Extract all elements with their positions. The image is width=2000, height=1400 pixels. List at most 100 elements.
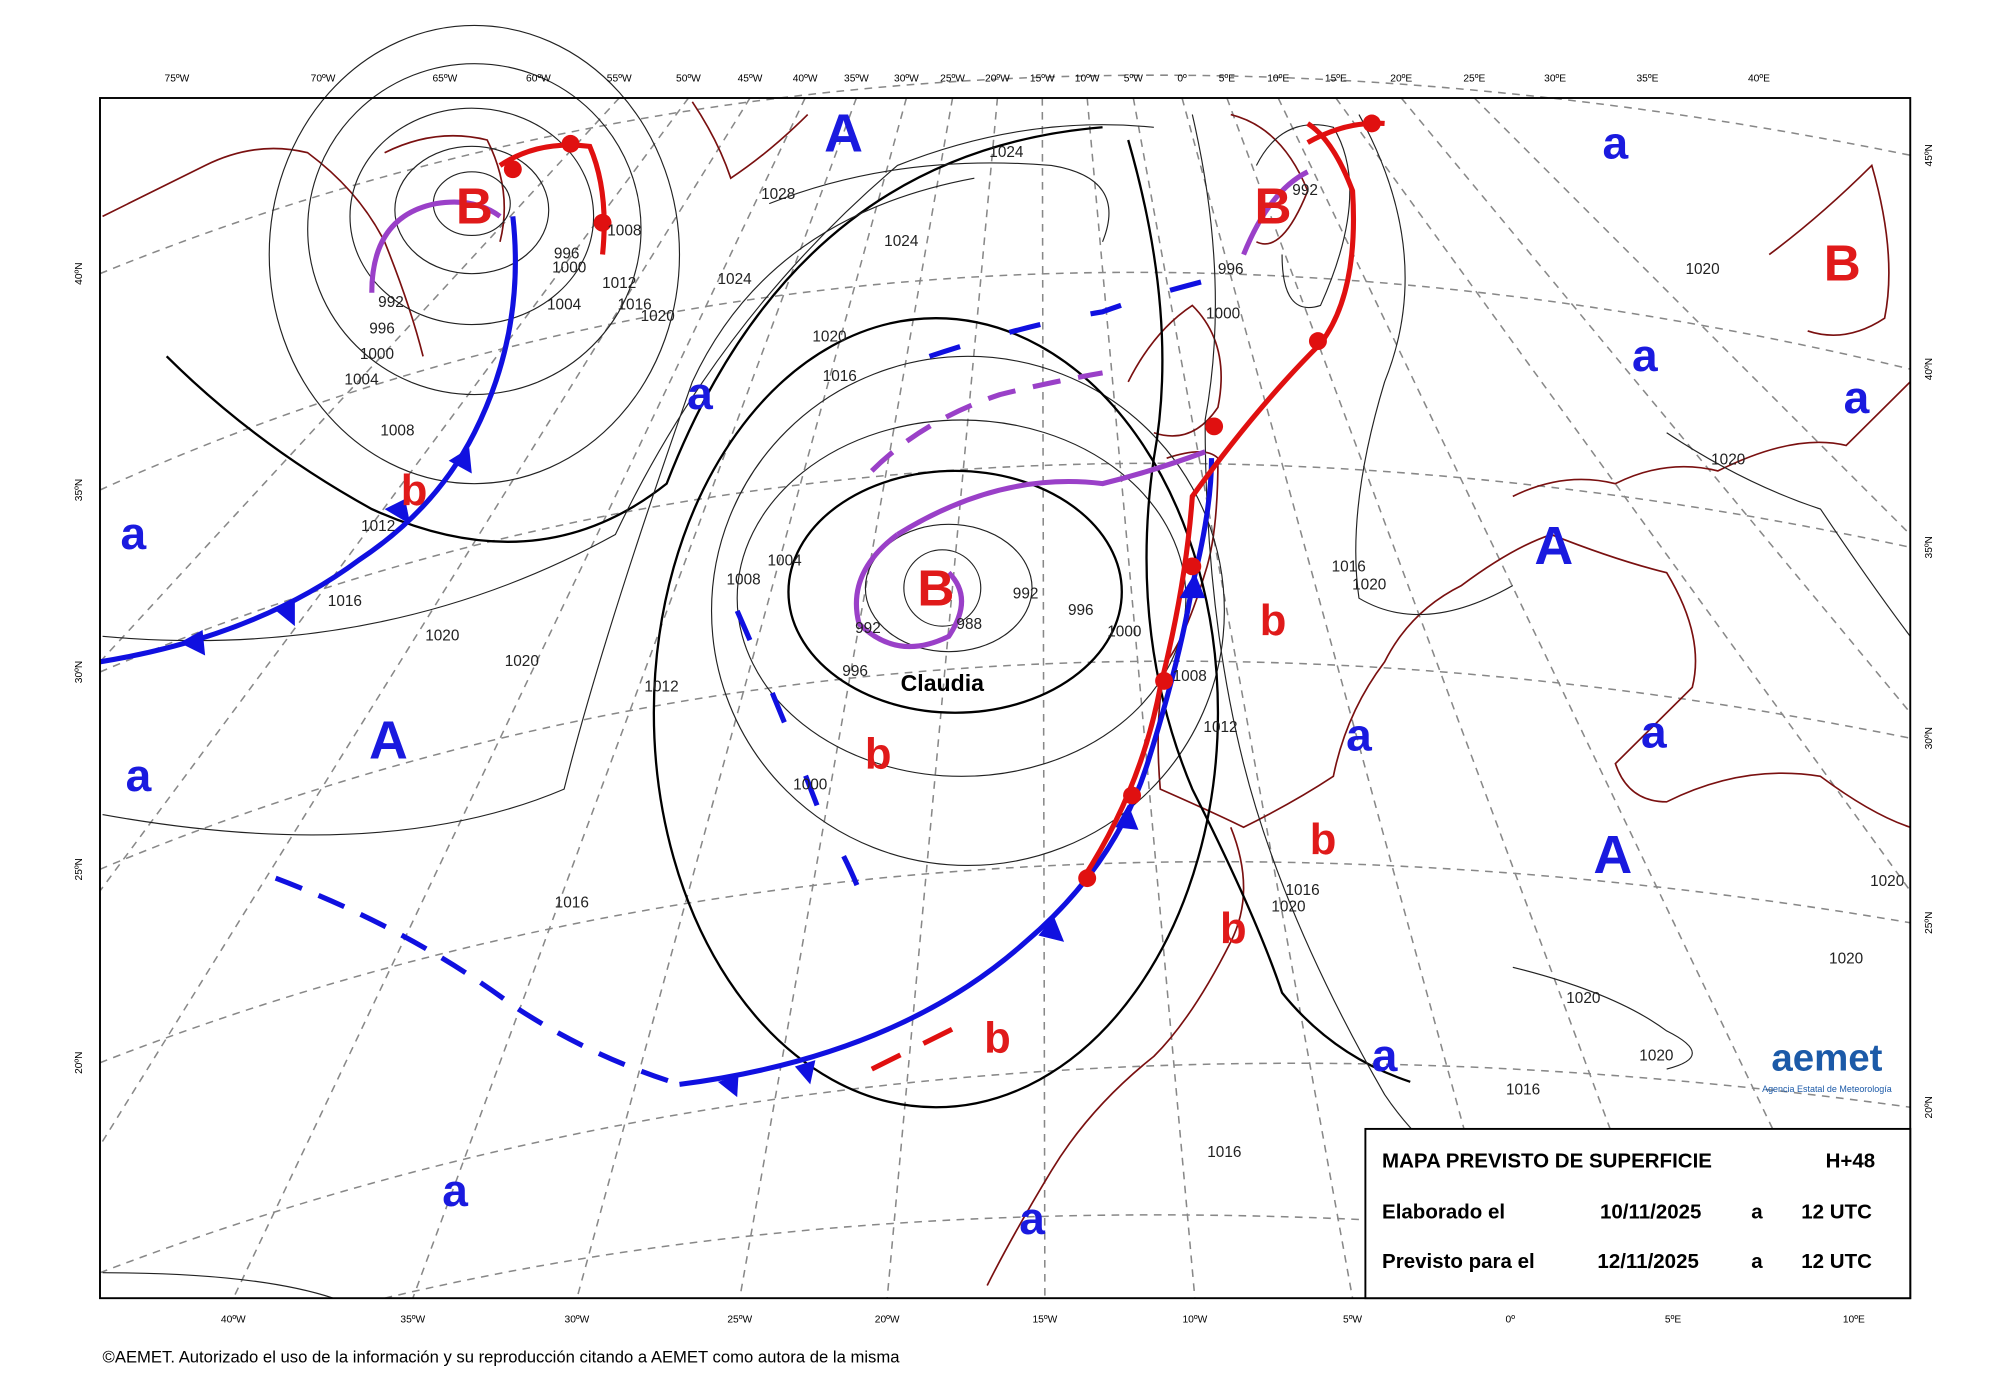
isobar-label: 1024 (718, 271, 753, 288)
relative-low: b (1310, 816, 1337, 864)
isobar-label: 1016 (1332, 559, 1366, 576)
lat-label: 20ºN (1924, 1096, 1935, 1118)
info-text: MAPA PREVISTO DE SUPERFICIE (1382, 1150, 1712, 1172)
isobar-label: 996 (1218, 261, 1244, 278)
lat-label: 45ºN (1924, 144, 1935, 166)
lon-label: 40ºW (221, 1315, 246, 1326)
relative-low: b (865, 731, 892, 779)
lon-label: 15ºW (1032, 1315, 1057, 1326)
lon-label: 15ºW (1030, 74, 1055, 85)
relative-low: b (984, 1015, 1011, 1063)
isobar-label: 1024 (884, 233, 919, 250)
relative-high: a (1372, 1029, 1398, 1081)
isobar-label: 1024 (989, 144, 1024, 161)
relative-high: a (1641, 706, 1667, 758)
info-text: Elaborado el (1382, 1201, 1505, 1223)
lon-label: 20ºW (985, 74, 1010, 85)
isobar-label: 988 (956, 616, 982, 633)
lon-label: 30ºW (894, 74, 919, 85)
isobar-label: 1016 (1285, 882, 1319, 899)
high-pressure: A (369, 711, 408, 771)
info-text: 12 UTC (1801, 1251, 1872, 1273)
graticule (99, 74, 1911, 1299)
lat-label: 25ºN (74, 858, 85, 880)
isobars (102, 24, 1911, 1299)
info-text: a (1751, 1251, 1763, 1273)
relative-high: a (1844, 371, 1870, 423)
lat-label: 40ºN (1924, 358, 1935, 380)
lon-label: 25ºW (727, 1315, 752, 1326)
isobar-label: 1012 (1203, 719, 1237, 736)
lat-label: 40ºN (74, 262, 85, 284)
isobar-label: 996 (369, 321, 395, 338)
info-text: 12 UTC (1801, 1201, 1872, 1223)
isobar-label: 1020 (1685, 261, 1719, 278)
info-text: 12/11/2025 (1597, 1251, 1698, 1273)
lon-label: 40ºE (1748, 74, 1770, 85)
isobar-label: 1000 (360, 346, 394, 363)
isobar-label: 1028 (761, 186, 795, 203)
isobar-label: 1020 (1639, 1047, 1673, 1064)
lon-label: 5ºE (1665, 1315, 1681, 1326)
lon-label: 30ºW (565, 1315, 590, 1326)
isobar-label: 1020 (505, 653, 539, 670)
isobar-label: 1016 (328, 593, 362, 610)
lon-label: 5ºW (1124, 74, 1143, 85)
relative-high: a (126, 749, 152, 801)
low-pressure: B (456, 178, 493, 235)
fronts (99, 114, 1385, 1098)
relative-high: a (1019, 1192, 1045, 1244)
relative-high: a (442, 1164, 468, 1216)
isobar-label: 1008 (1173, 668, 1207, 685)
isobar-label: 996 (842, 663, 868, 680)
relative-high: a (687, 367, 713, 419)
isobar-label: 1012 (361, 518, 395, 535)
isobar-label: 1020 (1711, 452, 1745, 469)
low-pressure: B (1255, 178, 1292, 235)
info-text: Previsto para el (1382, 1251, 1535, 1273)
logo-subtitle: Agencia Estatal de Meteorología (1762, 1084, 1892, 1094)
isobar-label: 1020 (1352, 577, 1386, 594)
lon-label: 70ºW (311, 74, 336, 85)
lon-label: 5ºE (1219, 74, 1235, 85)
isobar-label: 1008 (607, 223, 641, 240)
isobar-label: 992 (855, 620, 881, 637)
low-pressure: B (917, 559, 954, 616)
lon-label: 15ºE (1325, 74, 1347, 85)
high-pressure: A (1593, 825, 1632, 885)
storm-name: Claudia (901, 670, 985, 696)
lon-label: 45ºW (738, 74, 763, 85)
isobar-label: 992 (1292, 182, 1318, 199)
lon-label: 10ºW (1075, 74, 1100, 85)
isobar-label: 1020 (1829, 951, 1863, 968)
isobar-label: 1000 (552, 260, 586, 277)
copyright: ©AEMET. Autorizado el uso de la informac… (103, 1347, 901, 1366)
isobar-label: 992 (1013, 585, 1039, 602)
coastlines (102, 101, 1911, 1286)
lon-label: 5ºW (1343, 1315, 1362, 1326)
isobar-label: 1004 (547, 297, 582, 314)
lat-label: 30ºN (74, 661, 85, 683)
isobar-label: 1000 (1206, 305, 1240, 322)
isobar-label: 1000 (793, 776, 827, 793)
relative-high: a (1346, 708, 1372, 760)
isobar-label: 1016 (618, 297, 652, 314)
isobar-label: 1008 (380, 423, 414, 440)
relative-low: b (1260, 597, 1287, 645)
relative-high: a (1603, 117, 1629, 169)
isobar-label: 1020 (1566, 990, 1600, 1007)
isobar-label: 1000 (1107, 624, 1141, 641)
lon-label: 10ºE (1267, 74, 1289, 85)
info-text: H+48 (1826, 1150, 1876, 1172)
lon-label: 55ºW (607, 74, 632, 85)
lon-label: 0º (1177, 74, 1187, 85)
lat-label: 30ºN (1924, 727, 1935, 749)
lon-label: 25ºW (940, 74, 965, 85)
info-text: 10/11/2025 (1600, 1201, 1701, 1223)
lon-label: 10ºE (1843, 1315, 1865, 1326)
relative-low: b (401, 467, 428, 515)
high-pressure: A (1534, 516, 1573, 576)
isobar-label: 1020 (1870, 873, 1904, 890)
